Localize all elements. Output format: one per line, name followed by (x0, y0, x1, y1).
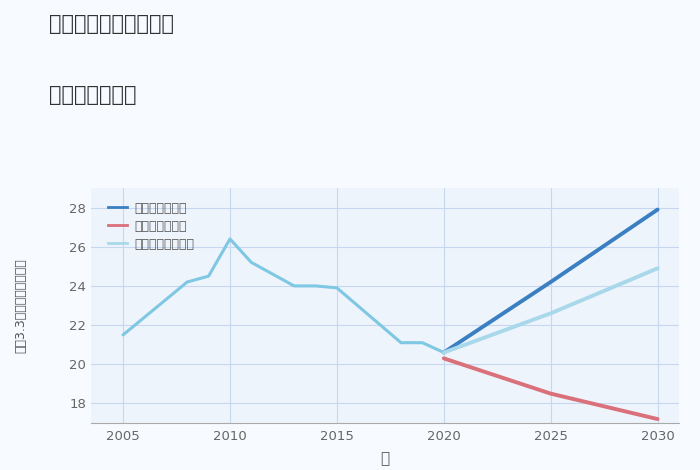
Text: 三重県鈴鹿市桜島町の: 三重県鈴鹿市桜島町の (49, 14, 174, 34)
X-axis label: 年: 年 (380, 451, 390, 466)
Legend: グッドシナリオ, バッドシナリオ, ノーマルシナリオ: グッドシナリオ, バッドシナリオ, ノーマルシナリオ (103, 196, 200, 256)
Text: 土地の価格推移: 土地の価格推移 (49, 85, 136, 105)
Text: 坪（3.3㎡）単価（万円）: 坪（3.3㎡）単価（万円） (15, 258, 27, 353)
